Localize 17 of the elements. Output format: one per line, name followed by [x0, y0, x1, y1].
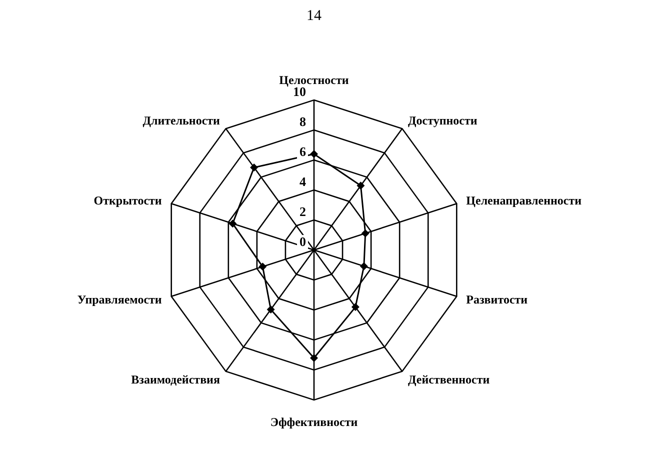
- y-tick-label: 2: [300, 204, 306, 219]
- y-tick-label: 6: [300, 144, 306, 159]
- spoke-label: Открытости: [94, 194, 162, 208]
- spoke-label: Взаимодействия: [131, 372, 220, 386]
- spoke-label: Длительности: [142, 114, 220, 128]
- spoke-label: Доступности: [408, 114, 478, 128]
- y-tick-label: 4: [300, 174, 306, 189]
- y-tick-label: 8: [300, 114, 306, 129]
- spoke-label: Целенаправленности: [466, 194, 582, 208]
- y-tick-label: 10: [293, 84, 306, 99]
- spoke-label: Управляемости: [77, 292, 162, 306]
- text: 14: [306, 8, 322, 24]
- spoke-label: Целостности: [279, 73, 349, 87]
- spoke-label: Действенности: [408, 372, 490, 386]
- y-tick-label: 0: [300, 234, 306, 249]
- spoke-label: Эффективности: [270, 415, 358, 429]
- spoke-label: Развитости: [466, 292, 528, 306]
